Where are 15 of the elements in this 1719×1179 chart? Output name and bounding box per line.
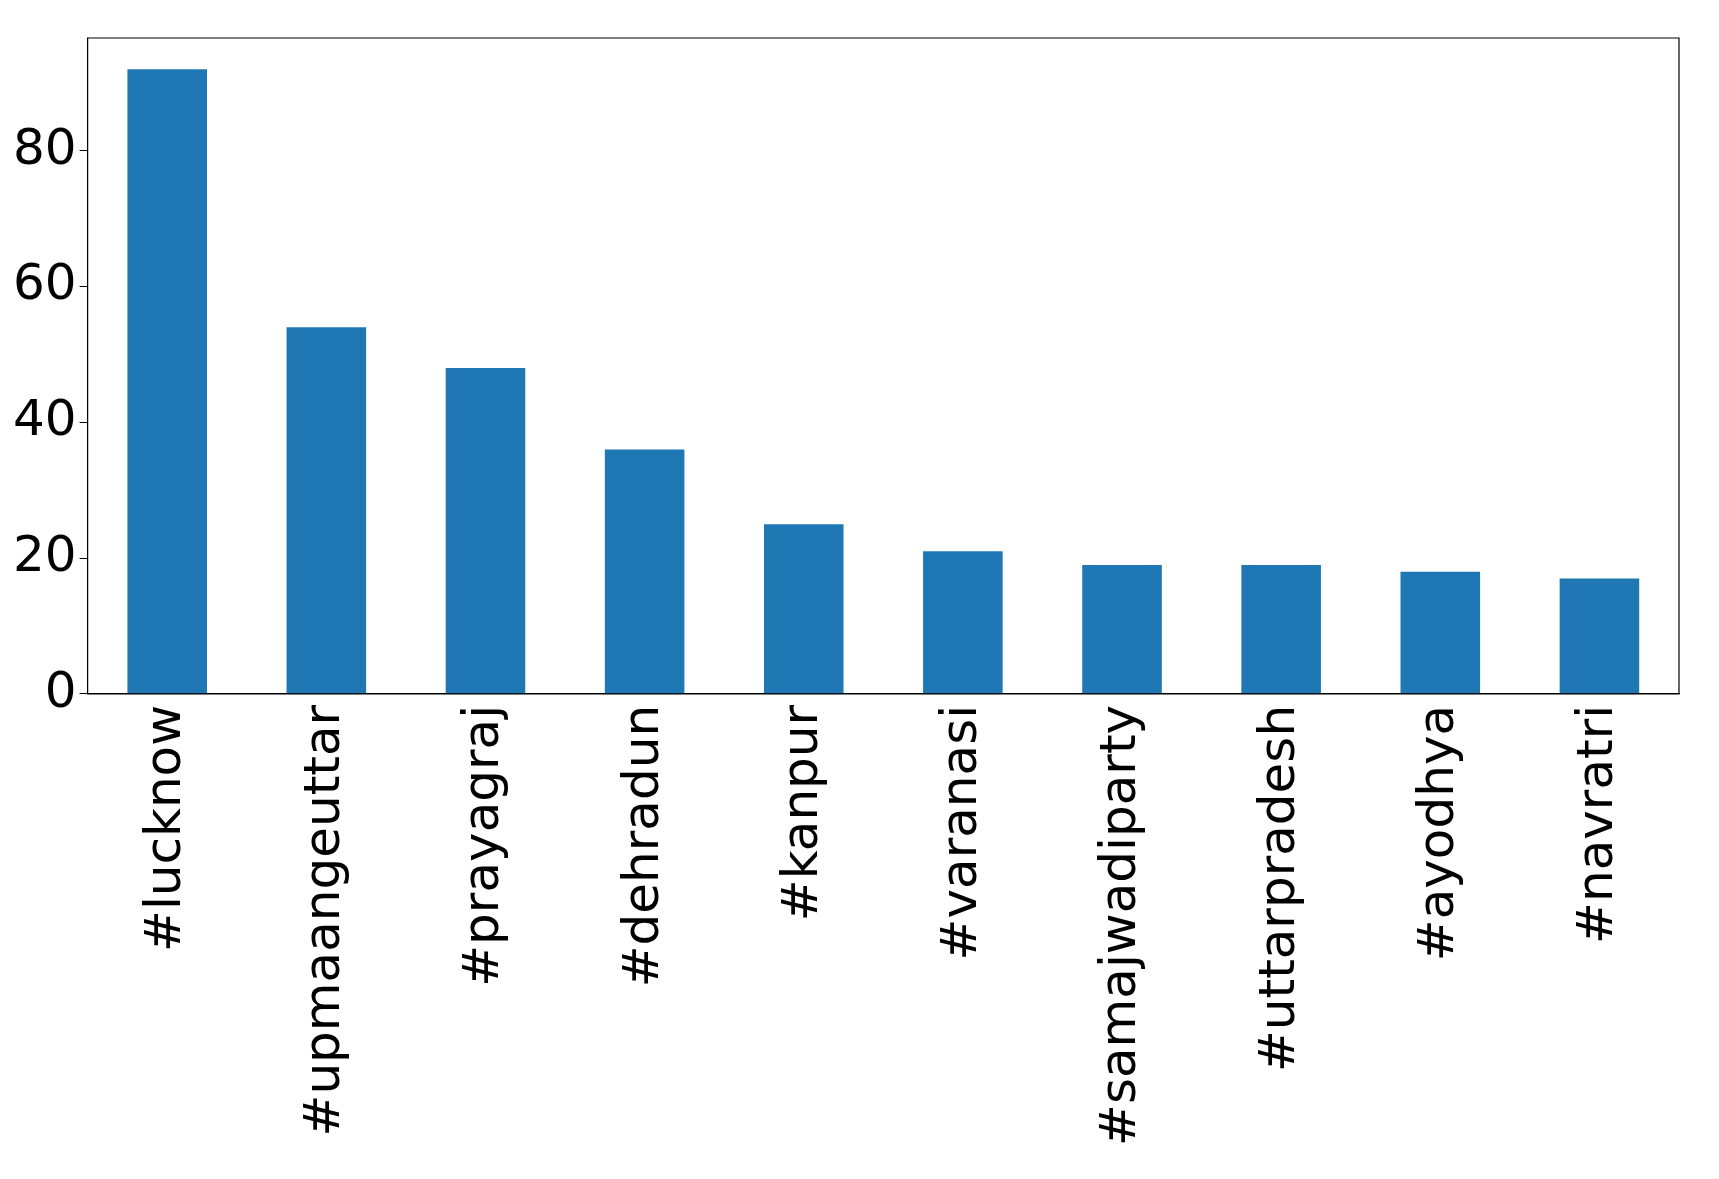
x-tick-label: #samajwadiparty [1089, 704, 1147, 1147]
x-tick-label: #dehradun [611, 704, 670, 988]
x-tick-label: #uttarpradesh [1248, 704, 1307, 1073]
y-tick-label: 20 [13, 525, 77, 584]
x-tick-label: #ayodhya [1407, 704, 1466, 962]
y-tick-label: 80 [13, 117, 77, 176]
y-tick-label: 0 [44, 660, 77, 719]
y-tick-label: 60 [13, 253, 77, 312]
x-tick-label: #lucknow [134, 704, 193, 952]
x-tick-label: #upmaangeuttar [293, 704, 352, 1137]
y-tick-label: 40 [13, 389, 77, 448]
x-tick-label: #kanpur [770, 704, 829, 922]
x-tick-label: #navratri [1566, 704, 1625, 944]
x-tick-label: #prayagraj [452, 704, 511, 987]
x-tick-label: #varanasi [929, 704, 988, 961]
